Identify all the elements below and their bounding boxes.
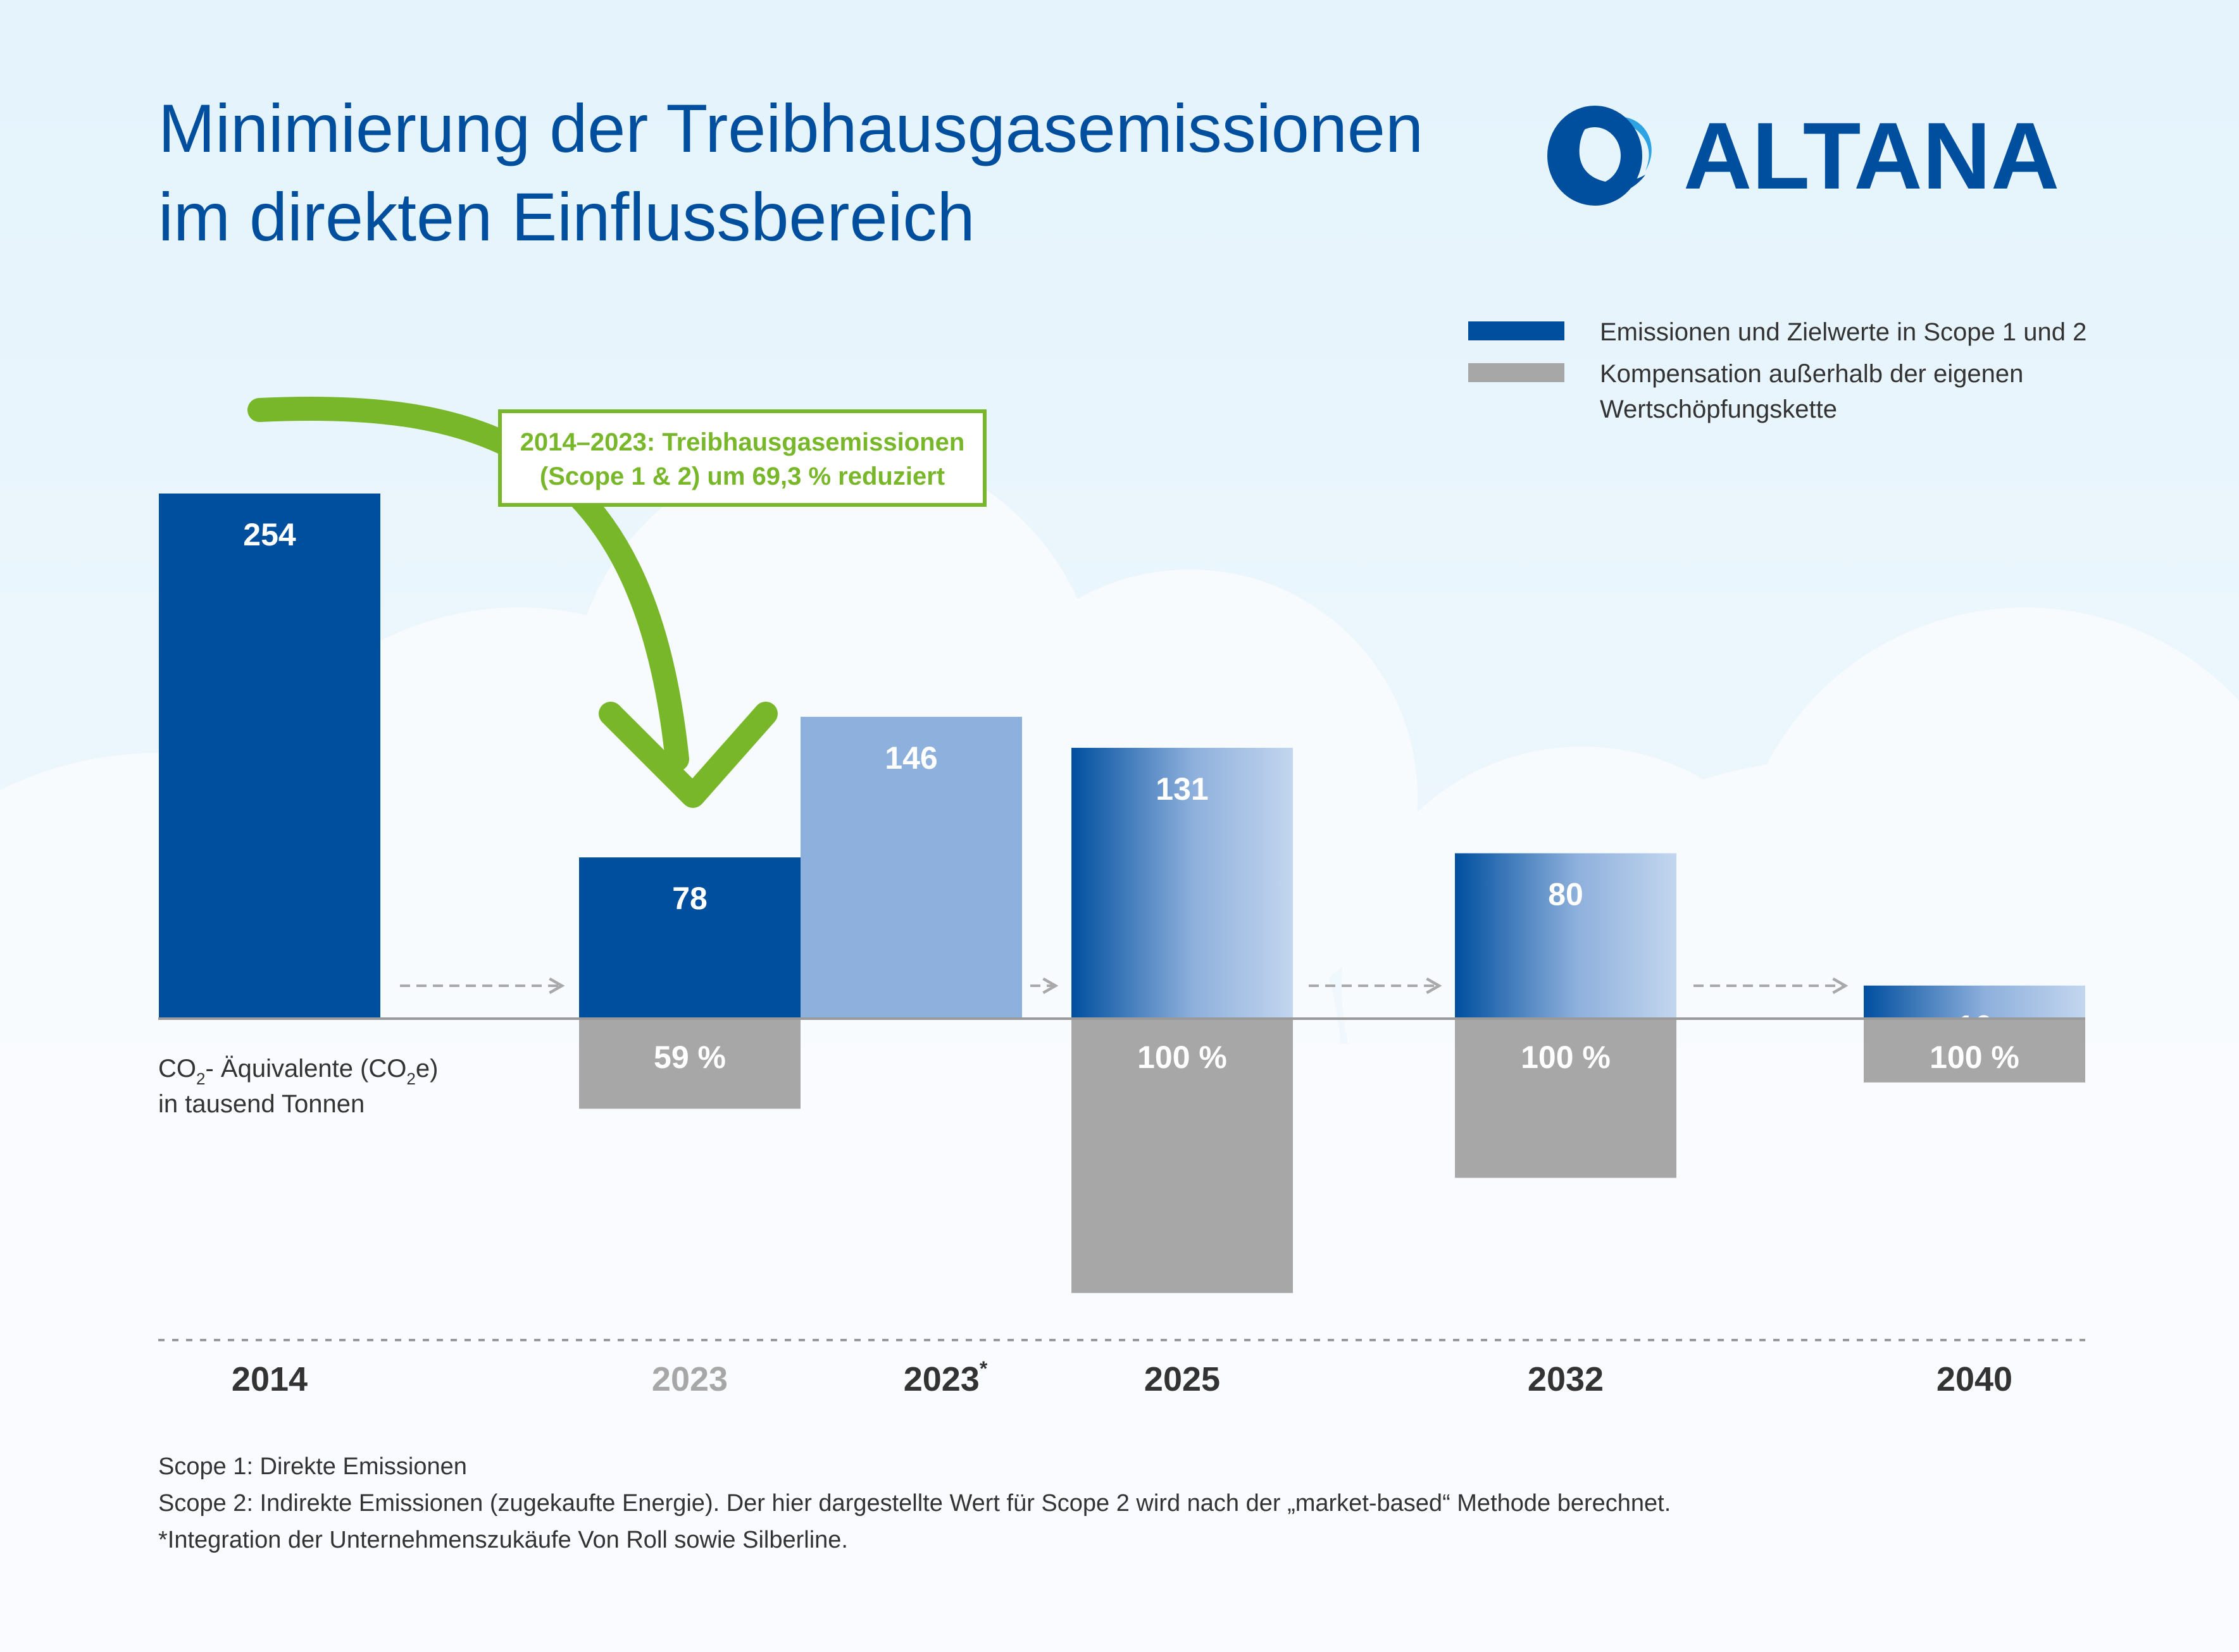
- emission-bar: [159, 494, 380, 1019]
- year-labels: 2014 2023 2023* 2025 2032 2040: [232, 1357, 2012, 1398]
- callout-arrowhead: [599, 702, 778, 808]
- emission-value-label: 146: [885, 740, 937, 776]
- axis-label-part: 2: [406, 1069, 415, 1088]
- callout-text: 2014–2023: Treibhausgasemissionen: [520, 428, 965, 456]
- footnotes: Scope 1: Direkte Emissionen Scope 2: Indi…: [158, 1453, 1671, 1553]
- compensation-bar: [1071, 1020, 1293, 1293]
- emission-value-label: 80: [1548, 877, 1583, 912]
- emission-bar: [1864, 985, 2085, 1019]
- axis-label-part: - Äquivalente (CO: [205, 1055, 406, 1083]
- brand-name: ALTANA: [1683, 102, 2059, 209]
- emission-value-label: 131: [1156, 771, 1208, 807]
- chart-title-line: Minimierung der Treibhausgasemissionen: [158, 90, 1423, 166]
- legend: Emissionen und Zielwerte in Scope 1 und …: [1468, 318, 2086, 423]
- emission-bar: [1455, 853, 1676, 1019]
- compensation-value-label: 100 %: [1137, 1040, 1227, 1075]
- axis-label-line1: CO2- Äquivalente (CO2e): [158, 1055, 438, 1088]
- year-text: 2023: [904, 1360, 980, 1398]
- compensation-value-label: 59 %: [654, 1040, 726, 1075]
- footnote: Scope 1: Direkte Emissionen: [158, 1453, 467, 1480]
- callout-frame: [498, 409, 987, 507]
- footnote: Scope 2: Indirekte Emissionen (zugekauft…: [158, 1490, 1671, 1517]
- bars: 25478146131801659 %100 %100 %100 %: [159, 494, 2085, 1293]
- legend-label: Kompensation außerhalb der eigenen: [1600, 360, 2023, 388]
- callout-text: (Scope 1 & 2) um 69,3 % reduziert: [540, 463, 945, 490]
- legend-swatch: [1468, 321, 1564, 340]
- year-label: 2023*: [904, 1357, 988, 1398]
- axis-label: CO2- Äquivalente (CO2e)in tausend Tonnen: [158, 1055, 438, 1118]
- legend-swatch: [1468, 363, 1564, 382]
- emission-value-label: 254: [243, 517, 296, 552]
- logo-mark-accent: [1612, 116, 1652, 171]
- legend-label: Emissionen und Zielwerte in Scope 1 und …: [1600, 318, 2086, 346]
- emission-value-label: 78: [672, 881, 708, 916]
- callout-box: 2014–2023: Treibhausgasemissionen (Scope …: [498, 409, 987, 507]
- year-label: 2023: [652, 1360, 728, 1398]
- axis-label-part: 2: [196, 1069, 205, 1088]
- emission-bar: [1071, 747, 1293, 1019]
- emission-bar: [579, 857, 801, 1019]
- footnote: *Integration der Unternehmenszukäufe Von…: [158, 1527, 848, 1553]
- axis-label-line2: in tausend Tonnen: [158, 1090, 365, 1118]
- year-text: 2023: [652, 1360, 728, 1398]
- year-label: 2025: [1144, 1360, 1220, 1398]
- compensation-bar: [1864, 1020, 2085, 1083]
- year-text: 2025: [1144, 1360, 1220, 1398]
- altana-logo: ALTANA: [1547, 102, 2059, 209]
- year-text: 2032: [1528, 1360, 1604, 1398]
- axis-label-part: e): [416, 1055, 439, 1083]
- compensation-bar: [579, 1020, 801, 1109]
- emission-bar: [801, 716, 1022, 1019]
- year-label: 2032: [1528, 1360, 1604, 1398]
- compensation-value-label: 100 %: [1930, 1040, 2019, 1075]
- year-text: 2040: [1937, 1360, 2012, 1398]
- legend-label: Wertschöpfungskette: [1600, 395, 1837, 423]
- year-superscript: *: [980, 1357, 988, 1380]
- year-label: 2040: [1937, 1360, 2012, 1398]
- compensation-value-label: 100 %: [1521, 1040, 1611, 1075]
- logo-ring: [1547, 106, 1642, 206]
- year-label: 2014: [232, 1360, 308, 1398]
- chart-title-line: im direkten Einflussbereich: [158, 178, 975, 255]
- compensation-bar: [1455, 1020, 1676, 1178]
- year-text: 2014: [232, 1360, 308, 1398]
- axis-label-part: CO: [158, 1055, 196, 1083]
